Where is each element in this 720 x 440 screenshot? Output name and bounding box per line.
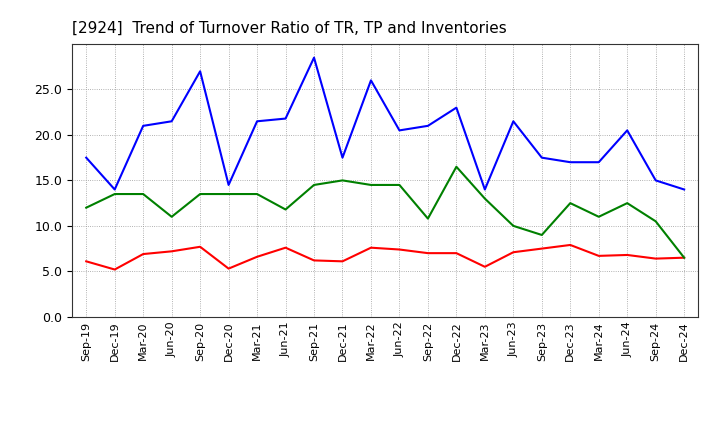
- Inventories: [282, 207, 290, 212]
- Trade Payables: [282, 116, 290, 121]
- Line: Inventories: Inventories: [86, 167, 684, 258]
- Trade Payables: [110, 187, 119, 192]
- Inventories: [509, 223, 518, 228]
- Line: Trade Payables: Trade Payables: [86, 58, 684, 190]
- Trade Payables: [680, 187, 688, 192]
- Inventories: [623, 201, 631, 206]
- Trade Receivables: [652, 256, 660, 261]
- Inventories: [253, 191, 261, 197]
- Trade Payables: [623, 128, 631, 133]
- Inventories: [395, 182, 404, 187]
- Inventories: [566, 201, 575, 206]
- Trade Payables: [395, 128, 404, 133]
- Trade Payables: [310, 55, 318, 60]
- Inventories: [310, 182, 318, 187]
- Line: Trade Receivables: Trade Receivables: [86, 245, 684, 270]
- Trade Receivables: [452, 250, 461, 256]
- Inventories: [196, 191, 204, 197]
- Text: [2924]  Trend of Turnover Ratio of TR, TP and Inventories: [2924] Trend of Turnover Ratio of TR, TP…: [72, 21, 507, 36]
- Trade Payables: [452, 105, 461, 110]
- Trade Payables: [225, 182, 233, 187]
- Trade Receivables: [395, 247, 404, 252]
- Inventories: [480, 196, 489, 201]
- Trade Receivables: [225, 266, 233, 271]
- Trade Payables: [167, 119, 176, 124]
- Trade Payables: [480, 187, 489, 192]
- Trade Receivables: [366, 245, 375, 250]
- Trade Payables: [366, 78, 375, 83]
- Trade Receivables: [680, 255, 688, 260]
- Trade Payables: [253, 119, 261, 124]
- Inventories: [110, 191, 119, 197]
- Trade Receivables: [139, 251, 148, 257]
- Inventories: [652, 219, 660, 224]
- Trade Receivables: [82, 259, 91, 264]
- Trade Payables: [652, 178, 660, 183]
- Inventories: [680, 255, 688, 260]
- Inventories: [338, 178, 347, 183]
- Trade Receivables: [253, 254, 261, 260]
- Inventories: [537, 232, 546, 238]
- Trade Payables: [423, 123, 432, 128]
- Trade Receivables: [423, 250, 432, 256]
- Trade Receivables: [282, 245, 290, 250]
- Inventories: [595, 214, 603, 220]
- Inventories: [225, 191, 233, 197]
- Trade Payables: [338, 155, 347, 160]
- Inventories: [366, 182, 375, 187]
- Trade Payables: [139, 123, 148, 128]
- Trade Receivables: [480, 264, 489, 269]
- Inventories: [167, 214, 176, 220]
- Trade Payables: [509, 119, 518, 124]
- Trade Payables: [566, 160, 575, 165]
- Trade Receivables: [566, 242, 575, 248]
- Trade Receivables: [196, 244, 204, 249]
- Trade Payables: [595, 160, 603, 165]
- Trade Receivables: [509, 249, 518, 255]
- Trade Receivables: [623, 252, 631, 257]
- Trade Receivables: [595, 253, 603, 259]
- Trade Receivables: [537, 246, 546, 251]
- Inventories: [82, 205, 91, 210]
- Trade Receivables: [110, 267, 119, 272]
- Trade Payables: [537, 155, 546, 160]
- Trade Receivables: [167, 249, 176, 254]
- Inventories: [139, 191, 148, 197]
- Trade Receivables: [310, 258, 318, 263]
- Inventories: [452, 164, 461, 169]
- Trade Payables: [196, 69, 204, 74]
- Inventories: [423, 216, 432, 221]
- Trade Payables: [82, 155, 91, 160]
- Trade Receivables: [338, 259, 347, 264]
